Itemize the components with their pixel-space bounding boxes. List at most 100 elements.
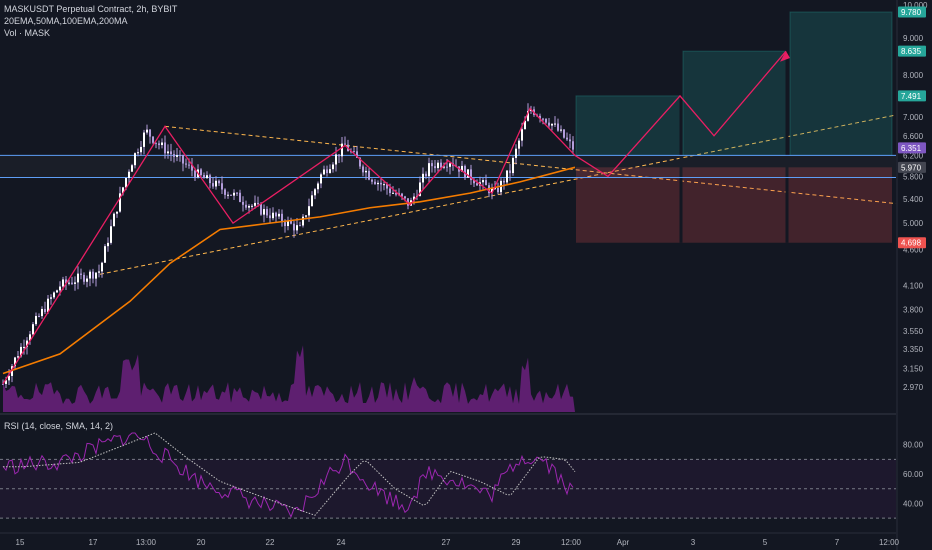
candle: [203, 172, 205, 179]
candle-body: [59, 286, 61, 291]
candle-body: [89, 271, 91, 279]
candle-body: [110, 226, 112, 243]
candle-body: [125, 177, 127, 188]
candle: [401, 192, 403, 200]
candle-body: [287, 220, 289, 227]
candle-body: [557, 123, 559, 131]
candle: [449, 161, 451, 175]
candle: [56, 289, 58, 293]
candle-body: [68, 282, 70, 284]
candle: [341, 136, 343, 163]
candle: [548, 118, 550, 129]
candle-body: [566, 137, 568, 140]
candle-body: [50, 297, 52, 299]
candle: [149, 129, 151, 144]
candle-body: [572, 141, 574, 150]
candle-body: [269, 215, 271, 219]
candle-body: [152, 136, 154, 143]
candle-body: [32, 324, 34, 335]
candle-body: [83, 274, 85, 282]
candle-body: [524, 120, 526, 130]
price-tick-label: 5.400: [903, 195, 924, 204]
candle-body: [53, 292, 55, 298]
candles: [2, 103, 574, 388]
candle-body: [20, 346, 22, 357]
candle-body: [503, 180, 505, 183]
price-tick-label: 6.200: [903, 151, 924, 160]
candle-body: [266, 209, 268, 216]
candle-body: [380, 182, 382, 185]
candle-body: [170, 151, 172, 155]
price-badge-bg: [898, 142, 926, 154]
candle: [29, 331, 31, 345]
candle-body: [461, 165, 463, 172]
candle-body: [212, 183, 214, 187]
candle-body: [515, 148, 517, 158]
candle: [569, 133, 571, 149]
candle: [485, 174, 487, 186]
moving-average-line: [2, 166, 576, 375]
candle-body: [248, 205, 250, 208]
candle: [206, 171, 208, 179]
candle-body: [290, 220, 292, 224]
candle: [200, 168, 202, 177]
time-tick-label: 20: [197, 538, 206, 547]
candle: [179, 150, 181, 162]
candle: [173, 150, 175, 163]
candle-body: [62, 279, 64, 287]
candle: [503, 178, 505, 190]
price-badge-bg: [898, 45, 926, 57]
ascending-trendline: [99, 114, 897, 275]
candle: [509, 163, 511, 181]
candle-body: [317, 183, 319, 190]
target-zone: [789, 11, 893, 156]
candle: [104, 244, 106, 263]
candle-body: [194, 170, 196, 178]
candle-body: [419, 182, 421, 196]
candle: [212, 177, 214, 189]
candle: [326, 165, 328, 177]
candle: [572, 136, 574, 155]
candle: [143, 129, 145, 155]
candle-body: [113, 213, 115, 227]
candle: [518, 138, 520, 156]
candle-body: [323, 169, 325, 175]
candle: [434, 159, 436, 173]
candle: [512, 156, 514, 176]
candle-body: [140, 146, 142, 153]
price-badge-label: 8.635: [901, 47, 922, 56]
candle: [467, 169, 469, 178]
price-badge: 6.351: [898, 142, 926, 154]
candle: [98, 264, 100, 278]
candle: [95, 271, 97, 287]
candle: [464, 164, 466, 181]
price-badge-label: 7.491: [901, 92, 922, 101]
candle: [239, 189, 241, 203]
projection-arrowhead: [780, 51, 790, 62]
candle: [497, 182, 499, 195]
candle-body: [449, 163, 451, 167]
candle-body: [200, 169, 202, 176]
candle-body: [116, 211, 118, 214]
candle: [23, 339, 25, 355]
candle-body: [446, 166, 448, 168]
candle-body: [305, 215, 307, 217]
candle-body: [437, 162, 439, 169]
candle: [92, 268, 94, 284]
candle-body: [485, 180, 487, 186]
candle-body: [158, 143, 160, 146]
candle-body: [314, 189, 316, 196]
candle: [158, 140, 160, 150]
candle: [128, 169, 130, 185]
candle: [296, 217, 298, 234]
candle-body: [407, 198, 409, 206]
candle-body: [209, 175, 211, 184]
candle: [383, 181, 385, 191]
candle-body: [374, 181, 376, 185]
candle-body: [443, 166, 445, 168]
candle-body: [188, 164, 190, 166]
candle: [113, 212, 115, 227]
candle-body: [137, 152, 139, 154]
candle: [167, 144, 169, 159]
